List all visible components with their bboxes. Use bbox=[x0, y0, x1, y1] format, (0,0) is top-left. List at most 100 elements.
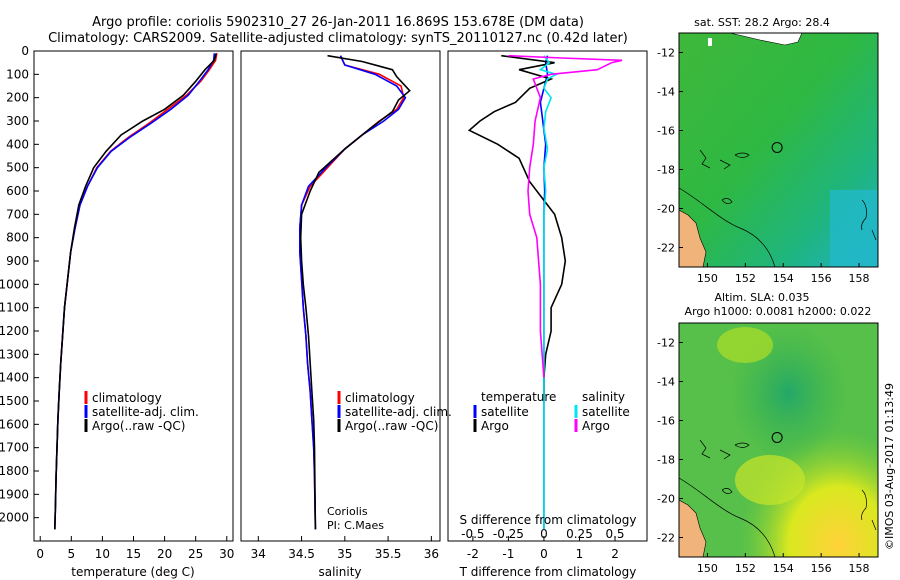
map-y-tick-label: -20 bbox=[657, 493, 675, 506]
s-difference-tick-label: 0.25 bbox=[566, 527, 593, 541]
y-tick-label: 1800 bbox=[0, 464, 29, 478]
map-x-tick-label: 156 bbox=[811, 272, 832, 285]
s-difference-tick-label: 0.5 bbox=[605, 527, 624, 541]
x-tick-label: 2 bbox=[611, 547, 619, 561]
difference-profile-lines bbox=[467, 54, 623, 530]
legend-salinity-title: salinity bbox=[582, 390, 625, 404]
map-x-tick-label: 154 bbox=[773, 272, 794, 285]
y-tick-label: 100 bbox=[6, 67, 29, 81]
y-tick-label: 800 bbox=[6, 231, 29, 245]
map-y-tick-label: -22 bbox=[657, 532, 675, 545]
sla-positive-anomaly bbox=[717, 327, 773, 363]
temperature-axis-label: temperature (deg C) bbox=[71, 565, 194, 579]
difference-axis-ticks: -2 -1 0 1 2 -0.5 -0.25 0 0.25 0.5 bbox=[461, 527, 624, 561]
legend-temperature-title: temperature bbox=[481, 390, 556, 404]
map-y-tick-label: -22 bbox=[657, 242, 675, 255]
sla-map-frame bbox=[678, 322, 879, 558]
legend-climatology-label: climatology bbox=[92, 391, 162, 405]
temperature-profile-lines bbox=[54, 53, 218, 530]
legend-argo-label: Argo(..raw -QC) bbox=[345, 419, 438, 433]
s-difference-tick-label: -0.25 bbox=[493, 527, 524, 541]
series-temperature-argo bbox=[467, 54, 567, 401]
y-tick-label: 0 bbox=[21, 44, 29, 58]
y-tick-label: 300 bbox=[6, 114, 29, 128]
temperature-axis-ticks: 0 5 10 15 20 25 30 bbox=[36, 536, 234, 561]
x-tick-label: 10 bbox=[95, 547, 110, 561]
reef-outline bbox=[699, 149, 750, 204]
sla-map-ticks: 150 152 154 156 158 -12 -14 -16 -18 -20 -22 bbox=[657, 337, 870, 576]
sst-map-title: sat. SST: 28.2 Argo: 28.4 bbox=[694, 16, 830, 29]
y-tick-label: 500 bbox=[6, 161, 29, 175]
x-tick-label: 34.5 bbox=[288, 547, 315, 561]
x-tick-label: 1 bbox=[576, 547, 584, 561]
y-tick-label: 700 bbox=[6, 207, 29, 221]
map-x-tick-label: 152 bbox=[735, 272, 756, 285]
sla-map-title: Altim. SLA: 0.035 bbox=[714, 291, 809, 304]
legend-sal-satellite-label: satellite bbox=[582, 405, 630, 419]
series-argo-raw-qc- bbox=[54, 53, 217, 530]
salinity-plot-frame bbox=[240, 50, 441, 542]
x-tick-label: 0 bbox=[540, 547, 548, 561]
x-tick-label: -1 bbox=[502, 547, 514, 561]
reef-outline bbox=[861, 199, 877, 241]
legend-temp-argo-label: Argo bbox=[481, 419, 509, 433]
y-tick-label: 900 bbox=[6, 254, 29, 268]
figure-title-line2: Climatology: CARS2009. Satellite-adjuste… bbox=[48, 31, 628, 46]
land-mass bbox=[679, 209, 707, 267]
x-tick-label: 30 bbox=[219, 547, 234, 561]
map-x-tick-label: 158 bbox=[849, 272, 870, 285]
map-y-tick-label: -16 bbox=[657, 125, 675, 138]
legend-argo-label: Argo(..raw -QC) bbox=[92, 419, 185, 433]
y-tick-label: 1400 bbox=[0, 371, 29, 385]
depth-axis-ticks: 0 100 200 300 400 500 600 700 800 900 1000 1100 1200… bbox=[0, 44, 39, 525]
legend-temp-satellite-label: satellite bbox=[481, 405, 529, 419]
land-mass bbox=[729, 33, 803, 46]
y-tick-label: 1600 bbox=[0, 417, 29, 431]
x-tick-label: 25 bbox=[188, 547, 203, 561]
map-y-tick-label: -14 bbox=[657, 86, 675, 99]
map-x-tick-label: 154 bbox=[773, 562, 794, 575]
profile-position-marker bbox=[771, 141, 783, 153]
x-tick-label: 35.5 bbox=[375, 547, 402, 561]
salinity-panel: 34 34.5 35 35.5 36 salinity climatology sate… bbox=[240, 50, 452, 579]
temperature-legend: climatology satellite-adj. clim. Argo(..… bbox=[84, 391, 199, 433]
series-salinity-argo bbox=[508, 54, 623, 378]
x-tick-label: 34 bbox=[251, 547, 266, 561]
y-tick-label: 1000 bbox=[0, 277, 29, 291]
map-y-tick-label: -18 bbox=[657, 454, 675, 467]
salinity-legend: climatology satellite-adj. clim. Argo(..… bbox=[337, 391, 452, 433]
bathymetry-contour bbox=[679, 187, 776, 267]
map-y-tick-label: -18 bbox=[657, 164, 675, 177]
imos-credit: ©IMOS 03-Aug-2017 01:13:49 bbox=[883, 383, 896, 550]
y-tick-label: 1300 bbox=[0, 347, 29, 361]
legend-satellite-label: satellite-adj. clim. bbox=[92, 405, 199, 419]
y-tick-label: 2000 bbox=[0, 511, 29, 525]
x-tick-label: 15 bbox=[126, 547, 141, 561]
profile-position-marker bbox=[771, 431, 783, 443]
x-tick-label: -2 bbox=[467, 547, 479, 561]
salinity-axis-label: salinity bbox=[318, 565, 361, 579]
figure-title-line1: Argo profile: coriolis 5902310_27 26-Jan… bbox=[92, 15, 584, 30]
y-tick-label: 1100 bbox=[0, 301, 29, 315]
y-tick-label: 1700 bbox=[0, 441, 29, 455]
reef-outline bbox=[861, 489, 877, 531]
sla-positive-anomaly bbox=[735, 455, 805, 505]
difference-panel: -2 -1 0 1 2 -0.5 -0.25 0 0.25 0.5 T difference fr… bbox=[447, 50, 648, 579]
y-tick-label: 1900 bbox=[0, 487, 29, 501]
map-x-tick-label: 150 bbox=[697, 272, 718, 285]
y-tick-label: 400 bbox=[6, 137, 29, 151]
land-mass bbox=[679, 499, 707, 557]
y-tick-label: 200 bbox=[6, 91, 29, 105]
difference-plot-frame bbox=[447, 50, 648, 542]
x-tick-label: 5 bbox=[67, 547, 75, 561]
sst-map-frame bbox=[678, 32, 879, 268]
y-tick-label: 600 bbox=[6, 184, 29, 198]
series-argo-raw-qc- bbox=[299, 54, 411, 530]
x-tick-label: 0 bbox=[36, 547, 44, 561]
map-x-tick-label: 158 bbox=[849, 562, 870, 575]
data-center-label: Coriolis bbox=[327, 505, 368, 518]
sla-map-subtitle: Argo h1000: 0.0081 h2000: 0.022 bbox=[685, 305, 872, 318]
map-y-tick-label: -14 bbox=[657, 376, 675, 389]
sla-negative-anomaly bbox=[679, 323, 878, 557]
